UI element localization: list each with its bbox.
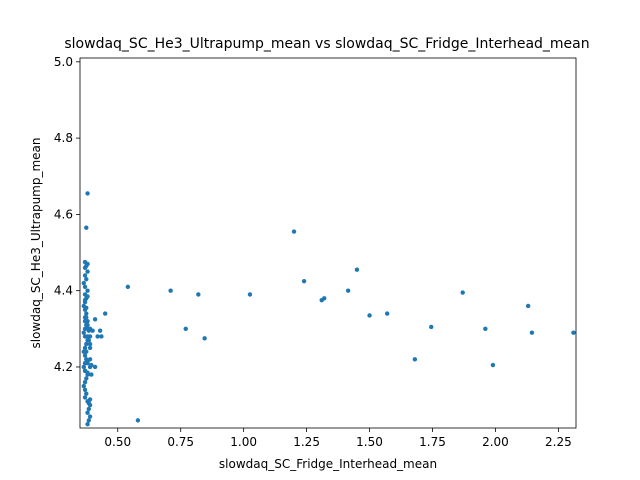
data-point — [85, 269, 90, 274]
data-point — [345, 288, 351, 293]
data-point — [85, 294, 90, 299]
data-point — [202, 336, 207, 341]
data-point — [82, 353, 88, 358]
data-point — [84, 305, 89, 311]
x-tick-label: 1.75 — [419, 435, 446, 449]
data-points — [81, 191, 576, 427]
data-point — [85, 191, 90, 196]
data-point — [84, 311, 89, 316]
data-point — [97, 328, 103, 333]
data-point — [84, 315, 89, 320]
data-point — [86, 406, 92, 412]
data-point — [84, 225, 89, 230]
data-point — [168, 288, 173, 293]
x-tick-label: 2.25 — [545, 435, 572, 449]
y-tick-label: 4.6 — [54, 207, 73, 221]
data-point — [86, 401, 92, 406]
data-point — [86, 418, 92, 423]
y-tick-label: 4.2 — [54, 360, 73, 374]
data-point — [82, 265, 88, 270]
data-point — [81, 383, 86, 389]
data-point — [483, 326, 488, 332]
x-tick-label: 1.25 — [293, 435, 320, 449]
data-point — [85, 288, 90, 293]
data-point — [81, 280, 86, 286]
data-point — [99, 334, 104, 339]
data-point — [95, 334, 100, 339]
data-point — [81, 364, 86, 370]
data-point — [102, 311, 108, 316]
data-point — [384, 311, 390, 316]
data-point — [82, 319, 88, 324]
data-point — [92, 317, 98, 322]
data-point — [460, 290, 465, 295]
x-axis-ticks: 0.50 0.75 1.00 1.25 1.50 1.75 2.00 2.25 — [104, 428, 572, 449]
data-point — [87, 341, 93, 347]
data-point — [89, 362, 94, 368]
y-tick-label: 4.8 — [54, 131, 73, 145]
data-point — [84, 376, 89, 381]
data-point — [322, 296, 327, 301]
x-tick-label: 0.75 — [167, 435, 194, 449]
data-point — [84, 277, 89, 282]
data-point — [85, 421, 90, 427]
data-point — [196, 292, 201, 297]
y-tick-label: 5.0 — [54, 55, 73, 69]
plot-frame — [79, 57, 577, 429]
chart-title: slowdaq_SC_He3_Ultrapump_mean vs slowdaq… — [64, 36, 589, 52]
data-point — [85, 322, 90, 328]
data-point — [525, 303, 531, 309]
data-point — [354, 267, 360, 272]
data-point — [82, 298, 88, 303]
data-point — [86, 338, 92, 343]
data-point — [125, 284, 131, 290]
data-point — [82, 273, 88, 278]
data-point — [490, 362, 496, 368]
data-point — [87, 357, 93, 362]
data-point — [85, 326, 90, 332]
data-point — [301, 278, 307, 284]
data-point — [82, 395, 88, 400]
data-point — [82, 284, 88, 290]
data-point — [87, 414, 93, 419]
data-point — [183, 326, 188, 332]
data-point — [412, 357, 418, 362]
data-point — [529, 330, 535, 335]
data-point — [92, 364, 98, 370]
data-point — [291, 229, 297, 234]
data-point — [85, 410, 90, 415]
data-point — [135, 418, 141, 423]
data-point — [247, 292, 253, 297]
data-point — [84, 349, 89, 354]
data-point — [84, 391, 89, 396]
data-point — [87, 397, 93, 402]
x-tick-label: 0.50 — [104, 435, 131, 449]
data-point — [82, 387, 88, 393]
data-point — [367, 313, 372, 318]
y-tick-label: 4.4 — [54, 284, 73, 298]
data-point — [89, 372, 94, 377]
data-point — [429, 324, 434, 330]
data-point — [90, 328, 95, 333]
data-point — [82, 368, 88, 373]
y-axis-label: slowdaq_SC_He3_Ultrapump_mean — [29, 137, 43, 348]
x-tick-label: 1.50 — [356, 435, 383, 449]
x-tick-label: 1.00 — [230, 435, 257, 449]
data-point — [81, 330, 86, 335]
data-point — [85, 334, 90, 339]
x-axis-label: slowdaq_SC_Fridge_Interhead_mean — [219, 457, 437, 471]
x-tick-label: 2.00 — [482, 435, 509, 449]
y-axis-ticks: 4.2 4.4 4.6 4.8 5.0 — [54, 55, 80, 374]
data-point — [82, 345, 88, 351]
data-point — [87, 345, 93, 351]
data-point — [571, 330, 576, 335]
data-point — [82, 380, 88, 385]
data-point — [84, 341, 89, 347]
